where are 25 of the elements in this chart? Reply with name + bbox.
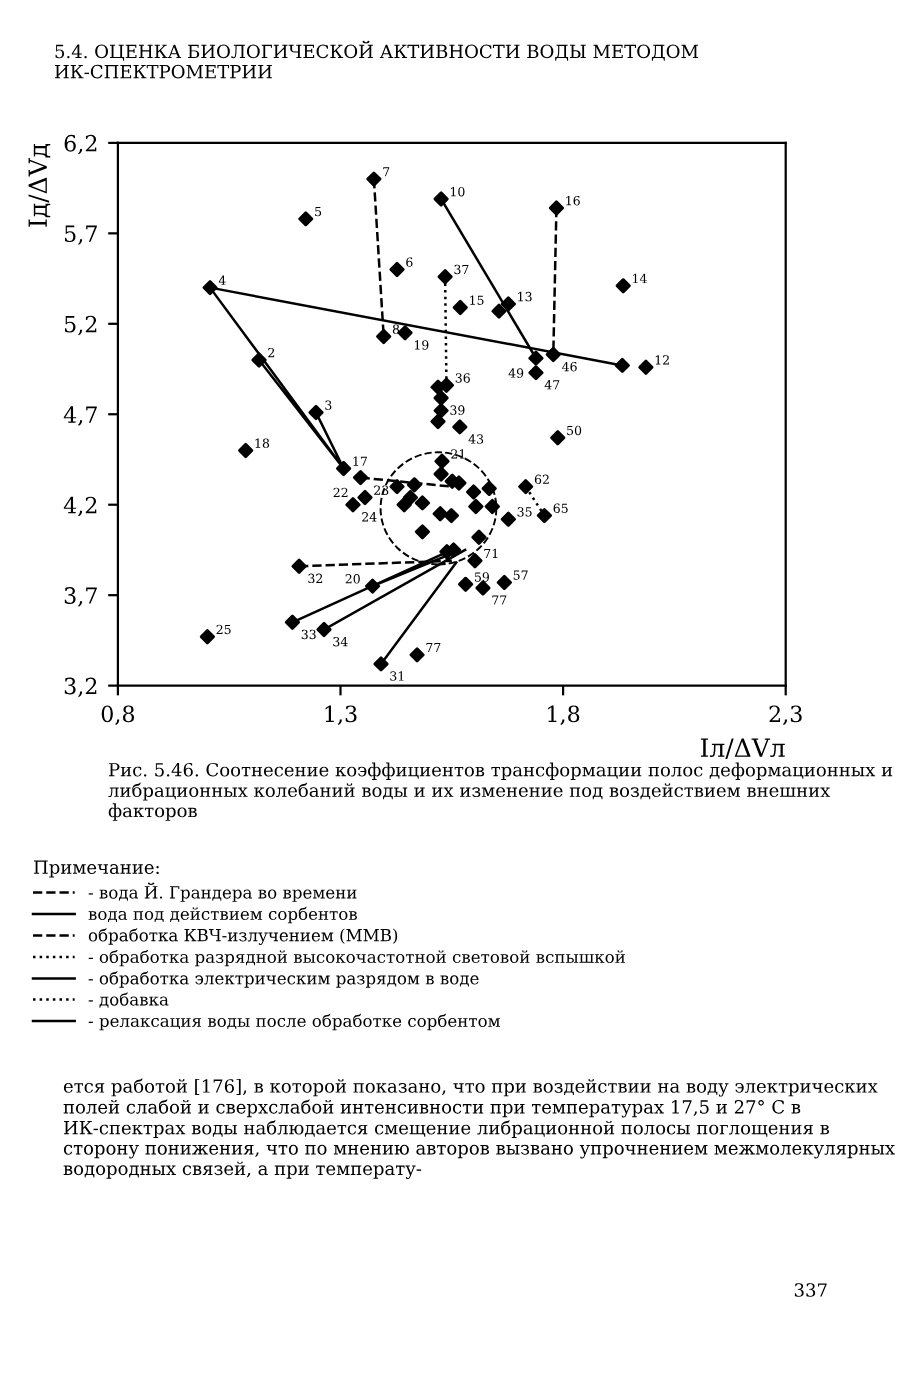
legend-label: - обработка электрическим разрядом в воде (88, 971, 479, 988)
legend-label: - обработка разрядной высокочастотной световой вспышкой (88, 949, 625, 967)
y-tick-label: 3,2 (64, 677, 97, 698)
x-tick-label: 1,8 (548, 705, 580, 725)
text: ется работой [176], в которой показано, что при воздействии на воду электрических полей слабой и сверхслабой интенсивности при температурах 17,5 и 27° С в ИК-спектрах воды наблюдается смещение либрационной полосы поглощения в сторону понижения, что по мнению авторов вызвано упрочнением межмолекулярных водородных связей, а при температу- (63, 1078, 895, 1179)
legend-title: Примечание: (34, 860, 159, 878)
y-tick-label: 3,7 (64, 587, 97, 607)
text: 337 (794, 1283, 827, 1297)
y-tick-label: 4,7 (63, 406, 97, 426)
x-tick-label: 0,8 (101, 705, 135, 725)
legend-label: - добавка (88, 992, 169, 1008)
text: Рис. 5.46. Соотнесение коэффициентов трансформации полос деформационных и либрационных колебаний воды и их изменение под воздействием внешних факторов (108, 762, 893, 821)
x-tick-label: 1,3 (325, 705, 357, 725)
y-tick-label: 4,2 (63, 496, 97, 517)
legend-label: - вода Й. Грандера во времени (88, 882, 357, 902)
chart-title: 5.4. ОЦЕНКА БИОЛОГИЧЕСКОЙ АКТИВНОСТИ ВОДЫ МЕТОДОМ ИК-СПЕКТРОМЕТРИИ (55, 40, 699, 79)
x-tick-label: 2,3 (769, 705, 802, 725)
y-axis-title: Iд/ΔVд (28, 143, 51, 227)
legend-label: вода под действием сорбентов (88, 906, 357, 924)
legend-label: обработка КВЧ-излучением (ММВ) (88, 928, 398, 945)
x-axis-title: Iл/ΔVл (700, 738, 785, 759)
legend-label: - релаксация воды после обработке сорбентом (88, 1013, 500, 1031)
y-tick-label: 5,7 (65, 225, 97, 245)
y-tick-label: 5,2 (65, 315, 97, 336)
y-tick-label: 6,2 (64, 134, 97, 155)
